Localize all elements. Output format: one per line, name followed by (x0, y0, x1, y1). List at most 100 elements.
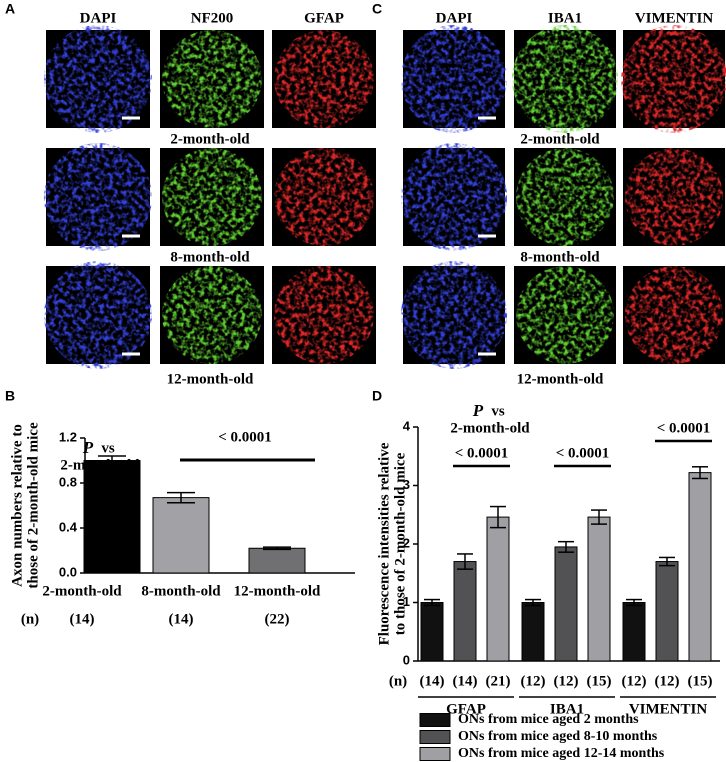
error-bar (263, 546, 291, 551)
bar (521, 602, 545, 662)
x-tick-label: 2-month-old (42, 583, 122, 599)
y-tick-label: 2 (403, 535, 410, 550)
comparison-ref: 2-month-old (60, 457, 140, 473)
micrograph-signal (43, 261, 153, 369)
bar (248, 547, 306, 574)
n-value: (14) (70, 611, 95, 627)
significance-label: < 0.0001 (218, 429, 272, 445)
column-header: IBA1 (548, 10, 582, 26)
micrograph-signal (400, 25, 508, 133)
micrograph-signal (274, 30, 374, 128)
panel-label: D (372, 388, 382, 404)
legend-label: ONs from mice aged 12-14 months (458, 746, 665, 761)
micrograph-signal (511, 25, 619, 133)
row-label: 2-month-old (520, 131, 600, 147)
row-label: 8-month-old (170, 249, 250, 265)
y-tick-label: 0.8 (59, 474, 77, 489)
comparison-p: P (472, 401, 484, 420)
micrograph-signal (625, 148, 723, 246)
y-axis-label: to those of 2-month-old mice (392, 452, 408, 635)
micrograph-signal (625, 266, 723, 364)
error-bar (490, 505, 506, 529)
error-bar (525, 598, 541, 607)
comparison-ref: 2-month-old (450, 420, 530, 436)
n-value: (14) (453, 673, 478, 689)
micrograph-signal (274, 148, 374, 246)
y-tick-label: 0.4 (59, 519, 78, 534)
row-label: 2-month-old (170, 131, 250, 147)
n-value: (12) (554, 673, 579, 689)
comparison-p: P (82, 438, 94, 457)
comparison-vs: vs (101, 440, 115, 456)
n-value: (14) (420, 673, 445, 689)
row-label: 8-month-old (520, 249, 600, 265)
n-value: (15) (587, 673, 612, 689)
bar (453, 561, 477, 662)
row-label: 12-month-old (167, 371, 254, 387)
y-tick-label: 0 (403, 652, 410, 667)
n-label: (n) (21, 611, 39, 627)
micrograph-signal (516, 148, 614, 246)
column-header: DAPI (80, 10, 117, 26)
panel-label: A (5, 1, 15, 17)
n-label: (n) (389, 673, 407, 689)
bar (688, 472, 712, 662)
micrograph-signal (516, 266, 614, 364)
y-axis-label: those of 2-month-old mice (25, 422, 41, 589)
error-bar (692, 466, 708, 480)
column-header: VIMENTIN (635, 10, 714, 26)
n-value: (22) (265, 611, 290, 627)
y-tick-label: 1.2 (59, 429, 77, 444)
x-tick-label: 8-month-old (141, 583, 221, 599)
micrograph-signal (400, 261, 508, 369)
bar (152, 497, 210, 574)
y-tick-label: 1 (403, 594, 410, 609)
micrograph-signal (162, 30, 262, 128)
n-value: (21) (486, 673, 511, 689)
group-label: GFAP (446, 701, 486, 717)
n-value: (12) (622, 673, 647, 689)
error-bar (591, 509, 607, 525)
y-tick-label: 0.0 (59, 564, 77, 579)
column-header: NF200 (191, 10, 234, 26)
micrograph-signal (400, 143, 508, 251)
micrograph-signal (274, 266, 374, 364)
y-axis-label: Axon numbers relative to (9, 424, 25, 587)
legend-label: ONs from mice aged 2 months (458, 712, 639, 727)
n-value: (12) (521, 673, 546, 689)
column-header: GFAP (304, 10, 344, 26)
n-value: (14) (169, 611, 194, 627)
bar (420, 602, 444, 662)
row-label: 12-month-old (517, 371, 604, 387)
bar (622, 602, 646, 662)
group-label: VIMENTIN (629, 701, 708, 717)
group-label: IBA1 (550, 701, 584, 717)
micrograph-signal (43, 25, 153, 133)
micrograph-signal (162, 266, 262, 364)
micrograph-signal (620, 25, 726, 133)
error-bar (424, 598, 440, 607)
legend-swatch (419, 713, 451, 727)
legend-swatch (419, 747, 451, 761)
significance-label: < 0.0001 (455, 445, 509, 461)
legend-swatch (419, 730, 451, 744)
error-bar (457, 553, 473, 570)
significance-label: < 0.0001 (657, 420, 711, 436)
bar (83, 460, 141, 574)
error-bar (558, 540, 574, 553)
bar (655, 561, 679, 662)
error-bar (659, 556, 675, 567)
n-value: (12) (655, 673, 680, 689)
bar (554, 546, 578, 662)
y-tick-label: 4 (403, 418, 411, 433)
y-tick-label: 3 (403, 477, 410, 492)
error-bar (167, 491, 195, 504)
error-bar (626, 598, 642, 607)
comparison-vs: vs (491, 403, 505, 419)
error-bar (98, 455, 126, 466)
bar (486, 516, 510, 662)
significance-label: < 0.0001 (556, 445, 610, 461)
legend-label: ONs from mice aged 8-10 months (458, 729, 658, 744)
